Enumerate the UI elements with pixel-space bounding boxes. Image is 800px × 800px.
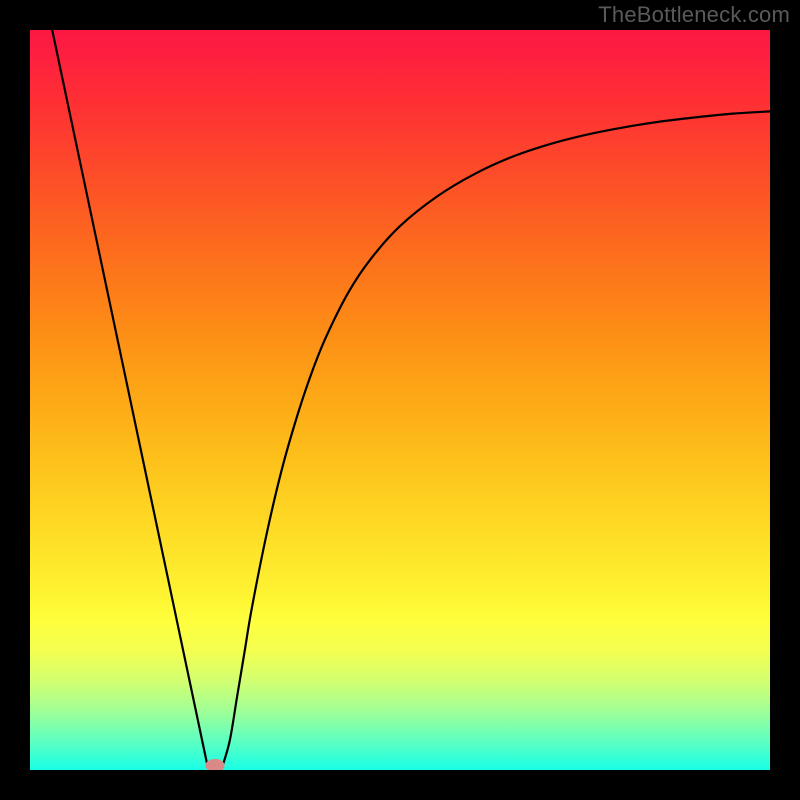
plot-svg (30, 30, 770, 770)
gradient-background (30, 30, 770, 770)
watermark-text: TheBottleneck.com (598, 2, 790, 28)
chart-root: TheBottleneck.com (0, 0, 800, 800)
plot-area (30, 30, 770, 770)
